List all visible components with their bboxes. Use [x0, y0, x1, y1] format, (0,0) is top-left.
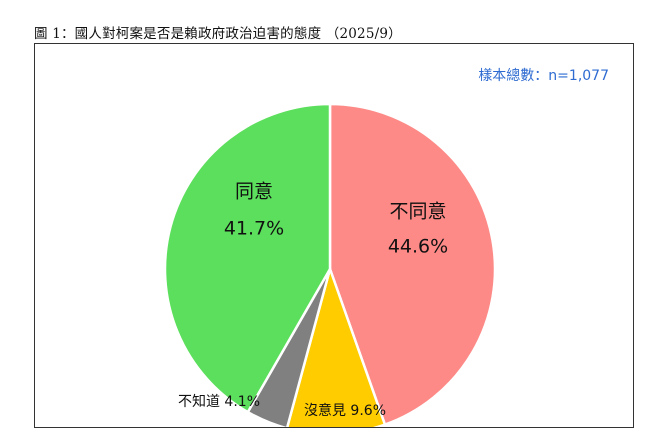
slice-label-4: 同意: [235, 181, 273, 203]
sample-size-note: 樣本總數：n=1,077: [478, 68, 609, 84]
pie-slice-1: [328, 102, 497, 426]
chart-frame: 樣本總數：n=1,077 不同意 44.6% 沒意見 9.6% 不知道 4.1% 同意 4…: [34, 43, 634, 428]
pie-slice-4: [163, 102, 332, 414]
pie-chart: 不同意 44.6% 沒意見 9.6% 不知道 4.1% 同意 41.7%: [163, 102, 497, 427]
slice-label-2: 沒意見 9.6%: [304, 402, 386, 419]
pie-slice-2: [286, 267, 387, 427]
slice-label-3: 不知道 4.1%: [178, 393, 260, 410]
figure-title: 圖 1：國人對柯案是否是賴政府政治迫害的態度 （2025/9）: [34, 26, 402, 42]
slice-value-label-4: 41.7%: [224, 218, 284, 240]
slice-label-1: 不同意: [389, 201, 446, 223]
slice-value-label-1: 44.6%: [388, 236, 448, 258]
